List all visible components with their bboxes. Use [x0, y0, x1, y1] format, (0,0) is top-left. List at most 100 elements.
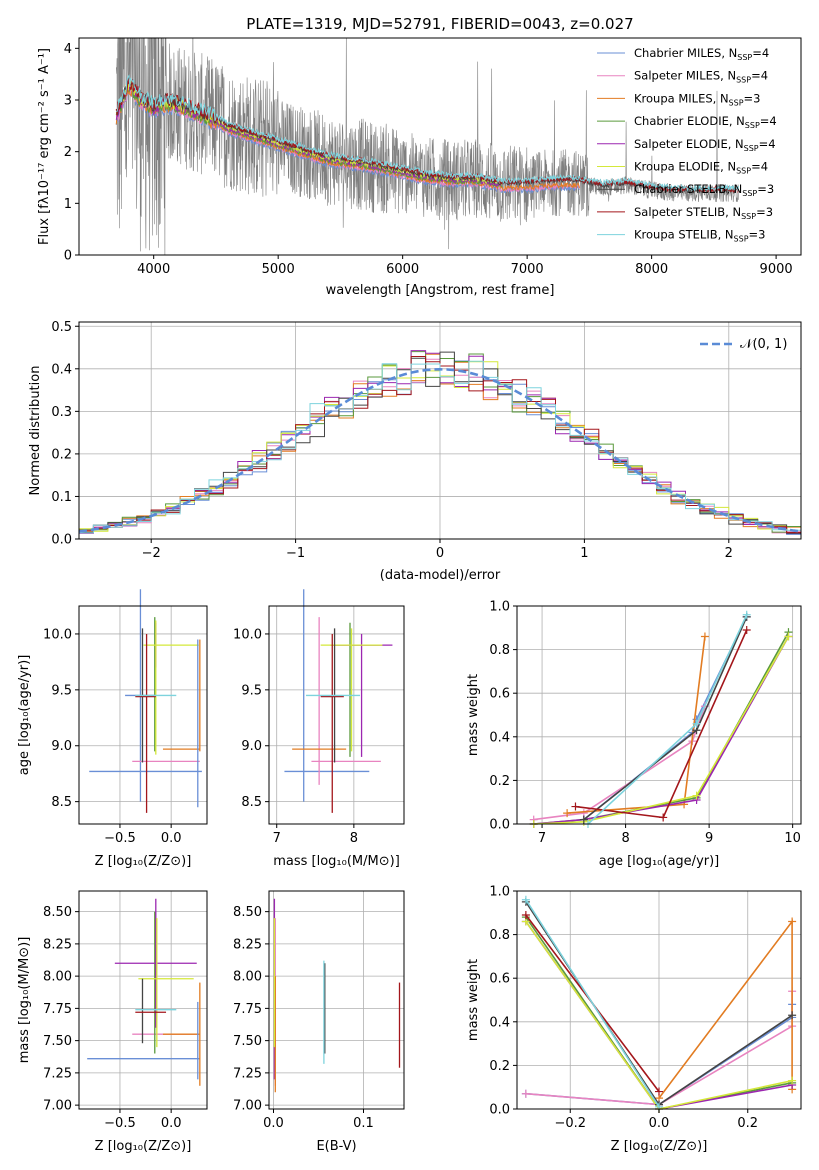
weight-point-marker — [784, 632, 793, 641]
spectrum-plot-area — [115, 38, 740, 255]
ytick-label: 4 — [64, 42, 72, 57]
weight-point-marker — [700, 632, 709, 641]
weight-point-marker — [742, 625, 751, 634]
weight-point-marker — [692, 791, 701, 800]
weight-point-marker — [788, 1076, 797, 1085]
axes-frame — [78, 37, 802, 256]
ytick-label: 8.00 — [43, 970, 72, 985]
ytick-label: 0.1 — [51, 490, 72, 505]
legend-entry: Salpeter ELODIE, NSSP=4 — [634, 137, 776, 153]
xtick-label: 7 — [538, 831, 546, 846]
legend-entry: Salpeter MILES, NSSP=4 — [634, 69, 768, 85]
weight-series-line — [533, 636, 790, 825]
residuals-plot-area — [79, 350, 801, 535]
axes-frame — [268, 890, 405, 1110]
ytick-label: 9.0 — [51, 739, 72, 754]
legend-entry: Chabrier MILES, NSSP=4 — [634, 46, 769, 62]
x-axis-label: Z [log₁₀(Z/Z⊙)] — [611, 1139, 708, 1154]
weight-point-marker — [788, 917, 797, 926]
legend-entry: Salpeter STELIB, NSSP=3 — [634, 205, 773, 221]
weight-point-marker — [742, 610, 751, 619]
ytick-label: 7.50 — [233, 1034, 262, 1049]
weight-series-line — [533, 631, 790, 825]
legend-entry: 𝒩(0, 1) — [740, 337, 787, 352]
x-axis-label: wavelength [Angstrom, rest frame] — [326, 283, 555, 298]
y-axis-label: age [log₁₀(age/yr)] — [17, 655, 32, 776]
xtick-label: 9 — [705, 831, 713, 846]
y-axis-label: Flux [fλ10⁻¹⁷ erg cm⁻² s⁻¹ A⁻¹] — [37, 48, 52, 245]
weight-point-marker — [563, 809, 572, 818]
weight_vs_z-panel: −0.2 0.0 0.2 0.0 0.2 0.4 0.6 0.8 1.0 Z [log₁₀(Z/Z… — [466, 885, 802, 1154]
x-axis-label: E(B-V) — [316, 1139, 356, 1154]
ytick-label: 7.00 — [233, 1099, 262, 1114]
legend-entry: Kroupa ELODIE, NSSP=4 — [634, 160, 768, 176]
weight-point-marker — [571, 802, 580, 811]
xtick-label: 0.2 — [737, 1116, 758, 1131]
ytick-label: 9.5 — [51, 683, 72, 698]
ytick-label: 0.3 — [51, 405, 72, 420]
ytick-label: 0.8 — [489, 643, 510, 658]
residuals-panel: −2 −1 0 1 2 0.0 0.1 0.2 0.3 0.4 0.5 (data-model)/er… — [28, 320, 802, 583]
xtick-label: 0 — [436, 546, 444, 561]
model-fit-line — [115, 74, 739, 193]
xtick-label: −0.5 — [104, 1116, 136, 1131]
legend: Chabrier MILES, NSSP=4 Salpeter MILES, NS… — [597, 46, 777, 244]
ytick-label: 1.0 — [489, 885, 510, 900]
xtick-label: 0.0 — [161, 831, 182, 846]
legend-entry: Chabrier ELODIE, NSSP=4 — [634, 114, 777, 130]
xtick-label: −0.5 — [104, 831, 136, 846]
ytick-label: 0.0 — [51, 533, 72, 548]
weight-point-marker — [655, 1087, 663, 1096]
weight_vs_age-panel: 7 8 9 10 0.0 0.2 0.4 0.6 0.8 1.0 age [log₁₀(age/yr… — [466, 600, 802, 869]
ytick-label: 0.4 — [51, 362, 72, 377]
weight-series-line — [567, 636, 706, 814]
ytick-label: 3 — [64, 94, 72, 109]
ytick-label: 0.2 — [51, 447, 72, 462]
ytick-label: 1.0 — [489, 600, 510, 615]
legend-entry: Chabrier STELIB, NSSP=3 — [634, 182, 774, 198]
axes-frame — [268, 605, 405, 825]
xtick-label: 0.0 — [649, 1116, 670, 1131]
ytick-label: 8.5 — [241, 795, 262, 810]
ytick-label: 0.4 — [489, 730, 510, 745]
weight-series-line — [533, 636, 790, 825]
axes-frame — [78, 605, 208, 825]
gaussian-curve — [79, 367, 801, 533]
ytick-label: 7.00 — [43, 1099, 72, 1114]
ytick-label: 0.2 — [489, 774, 510, 789]
ytick-label: 1 — [64, 197, 72, 212]
ytick-label: 7.25 — [43, 1066, 72, 1081]
ytick-label: 0.0 — [489, 818, 510, 833]
ytick-label: 0.4 — [489, 1015, 510, 1030]
weight-series-line — [575, 629, 748, 819]
xtick-label: 6000 — [386, 262, 419, 277]
ytick-label: 8.5 — [51, 795, 72, 810]
weight-series-line — [587, 614, 748, 825]
weight-point-marker — [521, 910, 530, 919]
legend-entry: Kroupa MILES, NSSP=3 — [634, 91, 760, 107]
x-axis-label: Z [log₁₀(Z/Z⊙)] — [95, 854, 192, 869]
ytick-label: 10.0 — [43, 627, 72, 642]
xtick-label: 1 — [580, 546, 588, 561]
weight-series-line — [583, 616, 748, 821]
weight-point-marker — [788, 1011, 797, 1020]
xtick-label: 8000 — [635, 262, 668, 277]
xtick-label: 0.0 — [161, 1116, 182, 1131]
ytick-label: 8.50 — [233, 905, 262, 920]
x-axis-label: age [log₁₀(age/yr)] — [599, 854, 720, 869]
x-axis-label: (data-model)/error — [380, 568, 501, 583]
ytick-label: 0.0 — [489, 1103, 510, 1118]
axes-frame — [78, 890, 208, 1110]
legend-entry: Kroupa STELIB, NSSP=3 — [634, 228, 765, 244]
ytick-label: 8.00 — [233, 970, 262, 985]
xtick-label: 10 — [784, 831, 801, 846]
y-axis-label: Normed distribution — [28, 366, 43, 496]
xtick-label: −1 — [286, 546, 305, 561]
y-axis-label: mass [log₁₀(M/M⊙)] — [17, 937, 32, 1064]
xtick-label: −2 — [142, 546, 161, 561]
x-axis-label: Z [log₁₀(Z/Z⊙)] — [95, 1139, 192, 1154]
ytick-label: 0.2 — [489, 1059, 510, 1074]
xtick-label: 7000 — [511, 262, 544, 277]
ytick-label: 0.5 — [51, 320, 72, 335]
age_vs_mass-panel: 7 8 8.5 9.0 9.5 10.0 mass [log₁₀(M/M⊙)] — [233, 589, 405, 869]
